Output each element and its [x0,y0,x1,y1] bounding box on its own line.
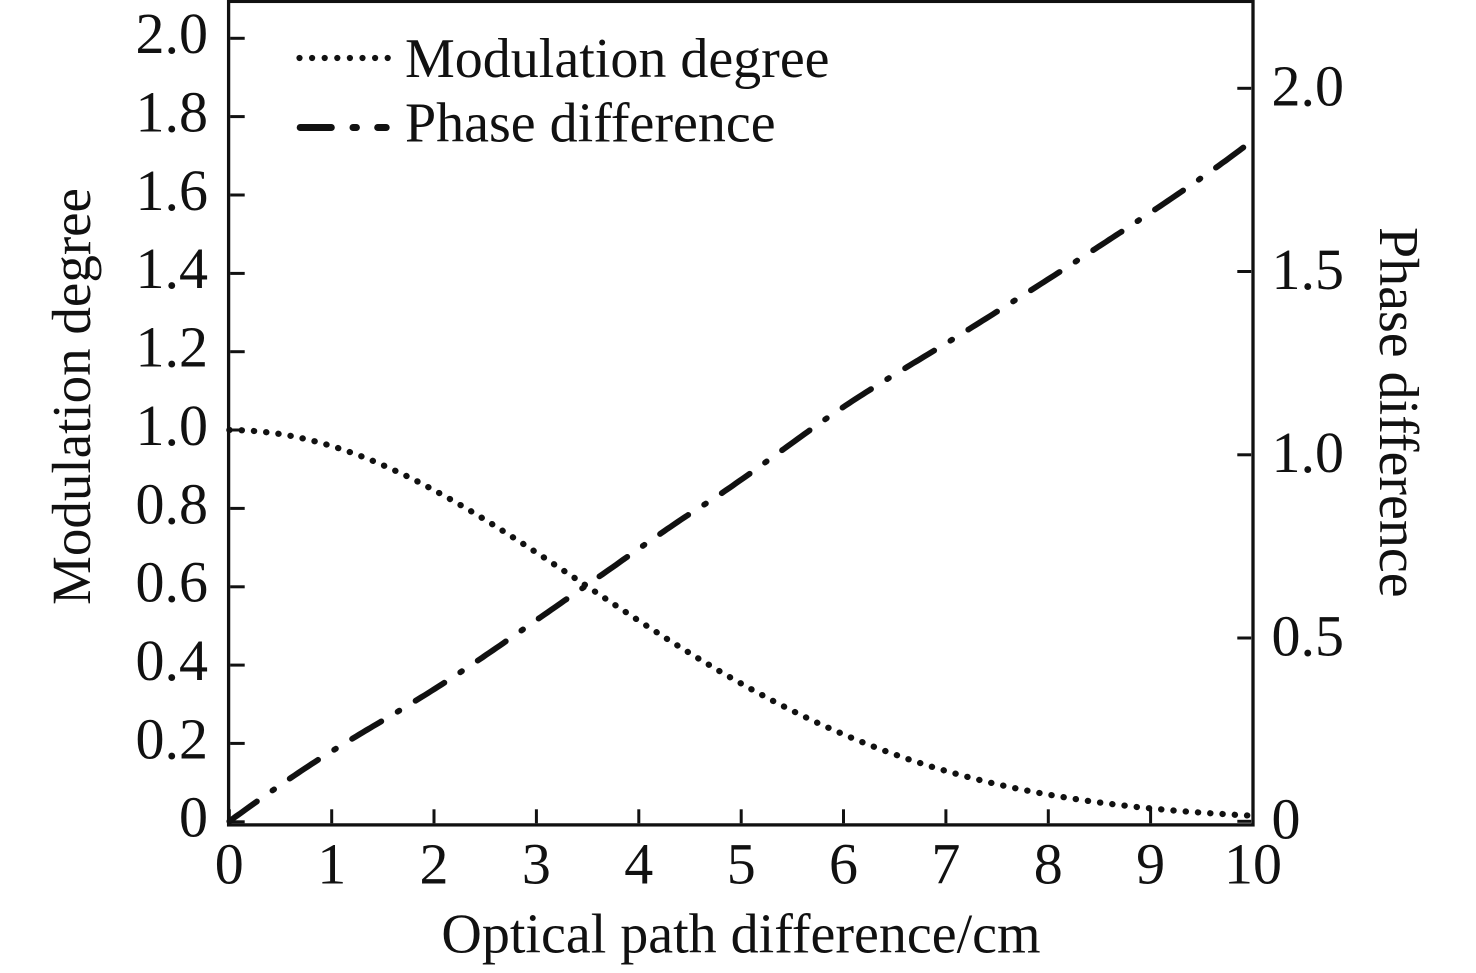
svg-text:1: 1 [317,831,346,896]
svg-text:1.5: 1.5 [1272,237,1345,302]
svg-text:0.5: 0.5 [1272,603,1345,668]
svg-text:1.8: 1.8 [136,80,209,145]
svg-text:0.6: 0.6 [136,550,209,615]
svg-text:Modulation degree: Modulation degree [41,188,102,605]
svg-text:0: 0 [215,831,244,896]
svg-text:Phase difference: Phase difference [405,92,776,154]
svg-text:0: 0 [1272,787,1301,852]
svg-text:0: 0 [179,785,208,850]
svg-text:0.8: 0.8 [136,471,209,536]
svg-text:1.0: 1.0 [136,393,209,458]
svg-text:2: 2 [420,831,449,896]
svg-text:8: 8 [1034,831,1063,896]
svg-text:10: 10 [1224,831,1282,896]
svg-text:1.2: 1.2 [136,315,209,380]
svg-text:Phase difference: Phase difference [1367,227,1429,598]
svg-text:Optical path difference/cm: Optical path difference/cm [441,904,1040,966]
svg-text:6: 6 [829,831,858,896]
svg-text:Modulation degree: Modulation degree [405,28,830,90]
svg-text:1.4: 1.4 [136,236,209,301]
svg-text:1.0: 1.0 [1272,420,1345,485]
svg-text:3: 3 [522,831,551,896]
svg-text:5: 5 [727,831,756,896]
svg-text:0.4: 0.4 [136,628,209,693]
svg-text:9: 9 [1136,831,1165,896]
svg-text:2.0: 2.0 [1272,54,1345,119]
svg-text:7: 7 [931,831,960,896]
svg-text:0.2: 0.2 [136,706,209,771]
svg-text:1.6: 1.6 [136,158,209,223]
svg-text:2.0: 2.0 [136,1,209,66]
svg-text:4: 4 [624,831,653,896]
